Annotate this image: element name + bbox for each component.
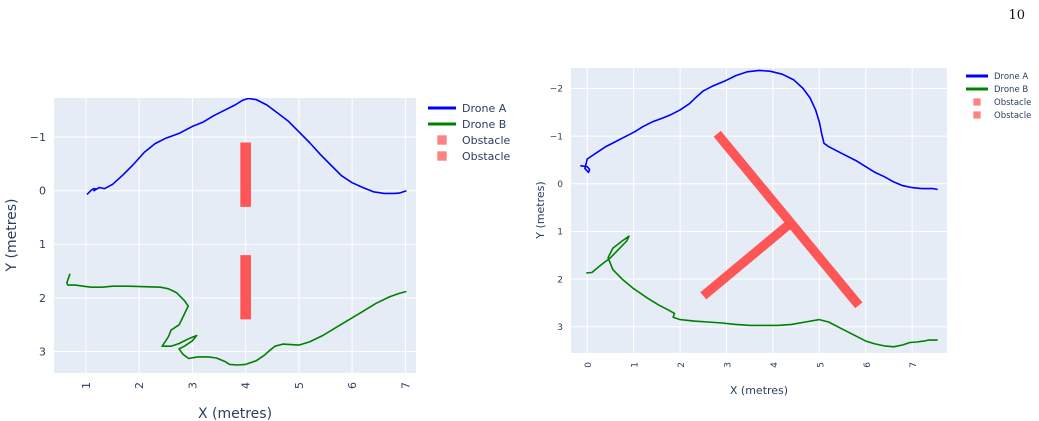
y-tick-label: 2 xyxy=(557,275,563,285)
page-number: 10 xyxy=(1008,8,1025,23)
legend-box-swatch xyxy=(437,135,447,145)
series-line-drone-a xyxy=(86,98,407,196)
y-tick-label: −1 xyxy=(30,131,46,144)
x-tick-label: 5 xyxy=(816,362,826,368)
y-axis-title-right: Y (metres) xyxy=(534,181,547,239)
chart-left: 1 2 3 4 5 6 7 −1 0 1 2 3 X (metres) Y (metres) Dro… xyxy=(4,98,511,421)
y-tick-label: −2 xyxy=(550,85,563,95)
y-tick-label: 3 xyxy=(557,323,563,333)
obstacles-right xyxy=(700,130,863,309)
x-axis-title-left: X (metres) xyxy=(198,406,272,421)
series-line-drone-b xyxy=(66,273,407,366)
series-right xyxy=(580,69,938,348)
x-tick-label: 1 xyxy=(631,362,641,368)
legend-label: Drone B xyxy=(994,85,1028,95)
legend-label: Drone B xyxy=(462,118,506,131)
legend-label: Drone A xyxy=(994,72,1028,82)
x-tick-labels-left: 1 2 3 4 5 6 7 xyxy=(80,382,412,389)
gridlines-left xyxy=(54,98,416,373)
y-tick-label: −1 xyxy=(550,132,563,142)
x-tick-label: 2 xyxy=(677,362,687,368)
y-tick-label: 2 xyxy=(39,292,46,305)
y-tick-label: 1 xyxy=(39,238,46,251)
x-tick-label: 7 xyxy=(399,382,412,389)
legend-label: Obstacle xyxy=(462,134,511,147)
series-line-drone-a xyxy=(580,69,938,191)
x-tick-labels-right: 0 1 2 3 4 5 6 7 xyxy=(584,362,919,368)
y-tick-label: 0 xyxy=(39,185,46,198)
y-tick-label: 3 xyxy=(39,345,46,358)
x-tick-label: 1 xyxy=(80,382,93,389)
legend-label: Obstacle xyxy=(994,98,1031,108)
y-tick-label: 1 xyxy=(557,228,563,238)
x-tick-label: 5 xyxy=(293,382,306,389)
series-left xyxy=(66,98,407,366)
x-axis-title-right: X (metres) xyxy=(730,384,788,397)
obstacle-bar xyxy=(700,220,793,300)
y-tick-label: 0 xyxy=(557,180,563,190)
y-axis-title-left: Y (metres) xyxy=(4,198,20,272)
legend-left: Drone A Drone B Obstacle Obstacle xyxy=(428,102,511,163)
series-line-drone-b xyxy=(586,235,938,348)
legend-right: Drone A Drone B Obstacle Obstacle xyxy=(966,72,1031,121)
y-tick-labels-right: −2 −1 0 1 2 3 xyxy=(550,85,564,333)
x-tick-label: 0 xyxy=(584,362,594,368)
legend-label: Obstacle xyxy=(994,111,1031,121)
x-tick-label: 6 xyxy=(346,382,359,389)
y-tick-labels-left: −1 0 1 2 3 xyxy=(30,131,46,358)
legend-box-swatch xyxy=(973,98,981,106)
x-tick-label: 4 xyxy=(770,362,780,368)
x-tick-label: 6 xyxy=(863,362,873,368)
plot-area-right xyxy=(571,68,947,353)
legend-label: Drone A xyxy=(462,102,507,115)
obstacle-bar xyxy=(713,130,863,309)
plot-area-left xyxy=(54,98,416,373)
x-tick-label: 4 xyxy=(240,382,253,389)
x-tick-label: 2 xyxy=(133,382,146,389)
x-tick-label: 3 xyxy=(186,382,199,389)
legend-box-swatch xyxy=(437,151,447,161)
x-tick-label: 3 xyxy=(724,362,734,368)
x-tick-label: 7 xyxy=(909,362,919,368)
legend-label: Obstacle xyxy=(462,150,511,163)
legend-box-swatch xyxy=(973,111,981,119)
